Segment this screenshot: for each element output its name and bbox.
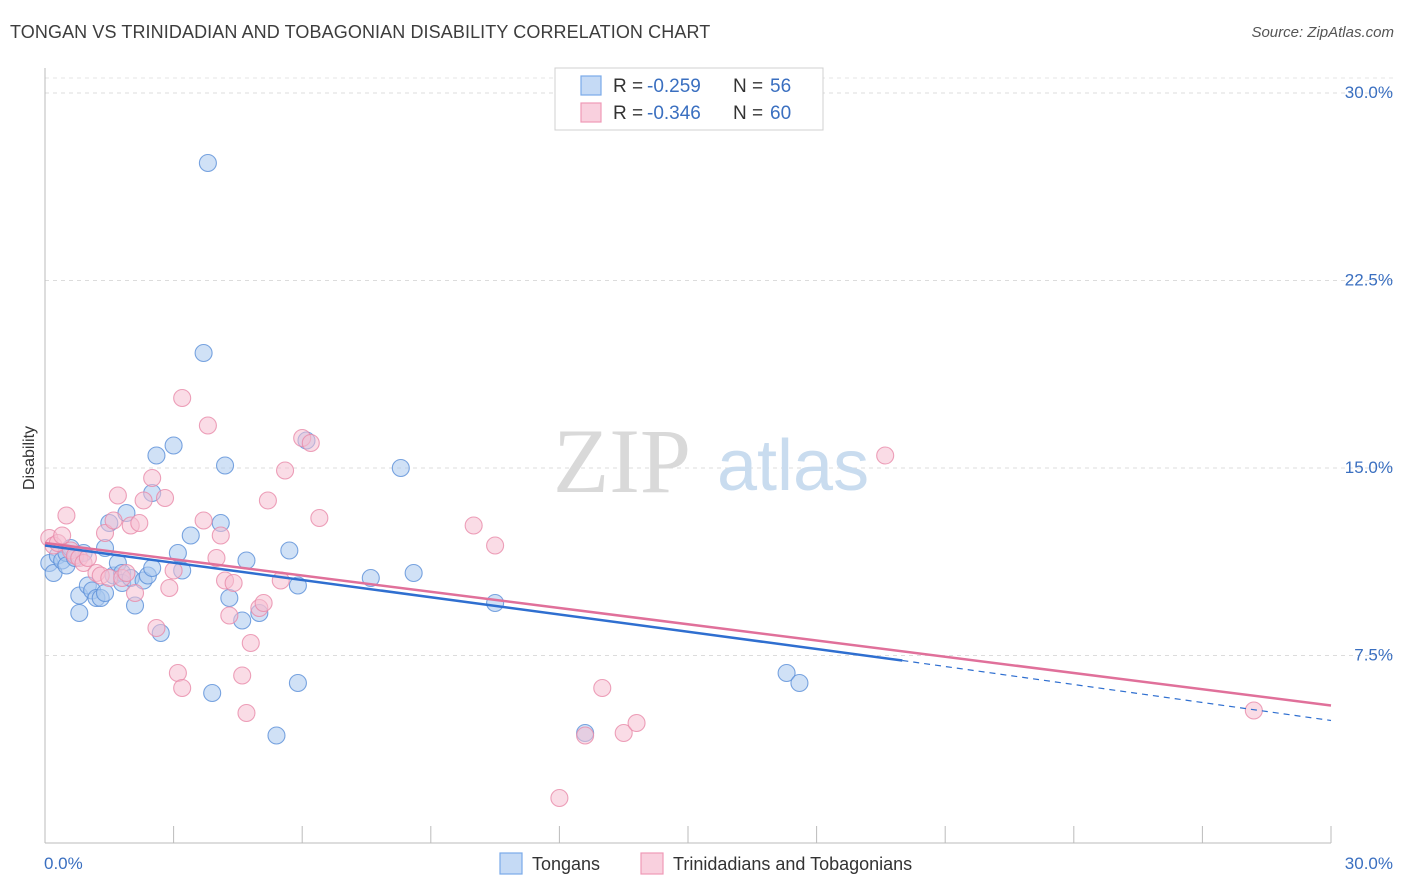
trinidadian-point-41 — [254, 593, 273, 613]
tongans-point-44 — [267, 726, 286, 745]
tongans-point-15 — [95, 583, 115, 603]
y-tick-label-0: 7.5% — [1354, 646, 1393, 665]
trinidadian-point-36 — [224, 573, 243, 593]
trinidadian-point-53 — [614, 723, 633, 743]
bottom-legend-tongans: Tongans — [532, 854, 600, 874]
tongans-point-31 — [164, 436, 183, 455]
trinidadian-trend-line — [44, 541, 1332, 707]
trinidadian-point-3 — [53, 526, 72, 545]
tongans-point-51 — [404, 563, 423, 583]
trinidadian-point-14 — [104, 511, 123, 530]
y-tick-label-1: 15.0% — [1345, 458, 1393, 477]
tongans-point-35 — [198, 153, 217, 173]
y-tick-labels: 7.5% 15.0% 22.5% 30.0% — [1345, 83, 1393, 665]
legend-n-value-1: 56 — [770, 76, 791, 97]
x-tick-label-1: 30.0% — [1345, 854, 1393, 873]
tongans-point-52 — [486, 593, 505, 613]
legend-n-value-2: 60 — [770, 103, 791, 124]
y-axis-label: Disability — [21, 426, 38, 490]
trinidadian-point-49 — [486, 536, 505, 555]
trinidadian-point-39 — [241, 633, 260, 653]
tongans-point-36 — [194, 343, 213, 363]
correlation-legend: R = -0.259 N = 56 R = -0.346 N = 60 — [554, 67, 824, 131]
legend-swatch-trinidadian — [580, 102, 602, 123]
legend-swatch-tongans — [580, 75, 602, 96]
tongans-point-27 — [143, 558, 162, 578]
trinidadian-point-55 — [876, 446, 895, 465]
series-legend: Tongans Trinidadians and Tobagonians — [499, 852, 912, 875]
legend-n-label-2: N = — [733, 103, 763, 124]
y-tick-label-3: 30.0% — [1345, 83, 1393, 102]
trinidadian-point-42 — [258, 491, 277, 510]
tongans-point-32 — [168, 543, 187, 563]
trinidadian-point-30 — [194, 511, 213, 530]
tongans-point-54 — [777, 663, 796, 683]
trinidadian-point-28 — [173, 678, 192, 698]
trinidadian-point-24 — [155, 488, 175, 508]
bottom-legend-trinidadian: Trinidadians and Tobagonians — [673, 854, 912, 874]
trinidadian-point-37 — [233, 666, 252, 685]
trinidadian-point-35 — [220, 606, 239, 625]
x-tick-labels: 0.0% 30.0% — [44, 854, 1393, 873]
watermark-atlas: atlas — [717, 426, 869, 506]
x-tick-label-0: 0.0% — [44, 854, 83, 873]
legend-n-label-1: N = — [733, 76, 763, 97]
trinidadian-point-47 — [310, 508, 329, 528]
legend-r-value-1: -0.259 — [647, 76, 701, 97]
bottom-legend-swatch-tongans — [499, 852, 523, 875]
trinidadian-point-25 — [160, 578, 179, 598]
trinidadian-point-38 — [237, 703, 256, 723]
trinidadian-point-52 — [593, 678, 612, 698]
chart-title: TONGAN VS TRINIDADIAN AND TOBAGONIAN DIS… — [10, 22, 711, 42]
trinidadian-series — [40, 388, 1263, 808]
tongans-point-46 — [288, 673, 307, 693]
axes — [44, 68, 1332, 844]
trinidadian-point-23 — [147, 618, 166, 638]
tongans-point-39 — [215, 456, 235, 475]
watermark-zip: ZIP — [553, 410, 691, 512]
tongans-point-55 — [790, 673, 809, 693]
trinidadian-point-33 — [211, 526, 230, 545]
trinidadian-point-15 — [108, 486, 127, 505]
tongans-trend-extension — [902, 659, 1332, 722]
watermark: ZIP atlas — [553, 410, 869, 512]
trinidadian-point-54 — [627, 713, 646, 733]
trinidadian-point-27 — [168, 663, 187, 683]
legend-r-label-2: R = — [613, 103, 643, 124]
tongans-point-40 — [220, 588, 239, 608]
trinidadian-point-17 — [117, 563, 136, 583]
tongans-point-37 — [203, 683, 222, 703]
trinidadian-point-19 — [125, 583, 145, 603]
tongans-point-8 — [70, 603, 89, 623]
trinidadian-point-31 — [198, 416, 217, 435]
trinidadian-point-12 — [95, 523, 115, 543]
trinidadian-point-51 — [576, 726, 595, 745]
trinidadian-point-48 — [464, 516, 483, 535]
trinidadian-point-50 — [550, 788, 569, 808]
tongans-point-29 — [147, 446, 166, 465]
trinidadian-point-56 — [1244, 701, 1263, 720]
trend-lines — [44, 541, 1332, 722]
trinidadian-point-46 — [301, 433, 320, 453]
tongans-point-50 — [391, 458, 410, 478]
tongans-point-45 — [280, 541, 299, 560]
tongans-point-49 — [361, 568, 380, 588]
source-label: Source: ZipAtlas.com — [1251, 24, 1394, 41]
bottom-legend-swatch-trinidadian — [640, 852, 664, 875]
trinidadian-point-20 — [130, 513, 149, 533]
trinidadian-point-21 — [134, 491, 153, 510]
legend-r-label-1: R = — [613, 76, 643, 97]
tongans-point-34 — [181, 526, 200, 545]
trinidadian-point-44 — [276, 461, 295, 480]
tongans-trend-line — [44, 544, 903, 662]
legend-r-value-2: -0.346 — [647, 103, 701, 124]
trinidadian-point-4 — [57, 506, 76, 525]
y-tick-label-2: 22.5% — [1345, 271, 1393, 290]
trinidadian-point-29 — [173, 388, 192, 408]
trinidadian-point-22 — [143, 468, 162, 488]
trinidadian-point-32 — [207, 548, 226, 568]
